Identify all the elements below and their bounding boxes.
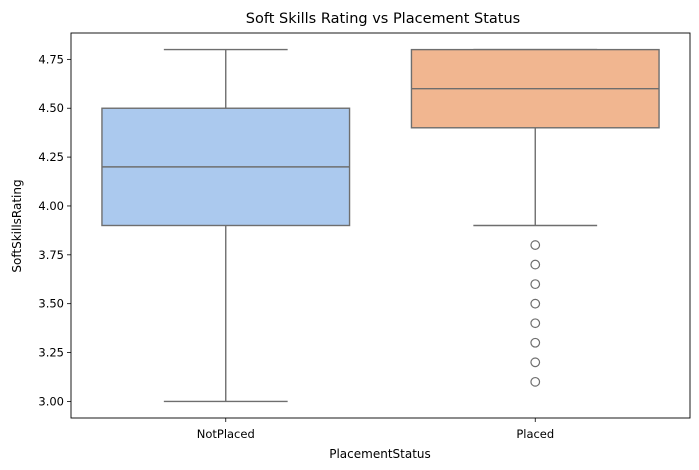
axes-frame [70, 32, 691, 419]
y-axis-label: SoftSkillsRating [10, 179, 24, 272]
plot-area: 3.00 3.25 3.50 3.75 4.00 4.25 4.50 4.75 NotPlace… [38, 32, 691, 441]
x-tick-label: NotPlaced [197, 427, 255, 441]
outlier-point [530, 240, 541, 250]
y-tick-label: 4.25 [38, 150, 64, 164]
outlier-point [530, 259, 541, 270]
outlier-point [530, 318, 541, 329]
y-tick-label: 4.00 [38, 199, 64, 213]
chart-title: Soft Skills Rating vs Placement Status [246, 11, 520, 27]
outlier-point [530, 298, 541, 309]
y-tick-label: 3.00 [38, 394, 64, 408]
outlier-point [530, 357, 541, 368]
outlier-point [530, 279, 541, 290]
outlier-point [530, 337, 541, 348]
box-group-notplaced [101, 48, 351, 403]
x-axis-label: PlacementStatus [329, 447, 431, 461]
outlier-point [530, 376, 541, 387]
x-tick-label: Placed [516, 427, 554, 441]
y-tick-label: 4.50 [38, 101, 64, 115]
box-group-placed [410, 48, 660, 387]
y-tick-label: 3.50 [38, 297, 64, 311]
y-tick-label: 4.75 [38, 52, 64, 66]
y-tick-label: 3.25 [38, 346, 64, 360]
y-tick-label: 3.75 [38, 248, 64, 262]
